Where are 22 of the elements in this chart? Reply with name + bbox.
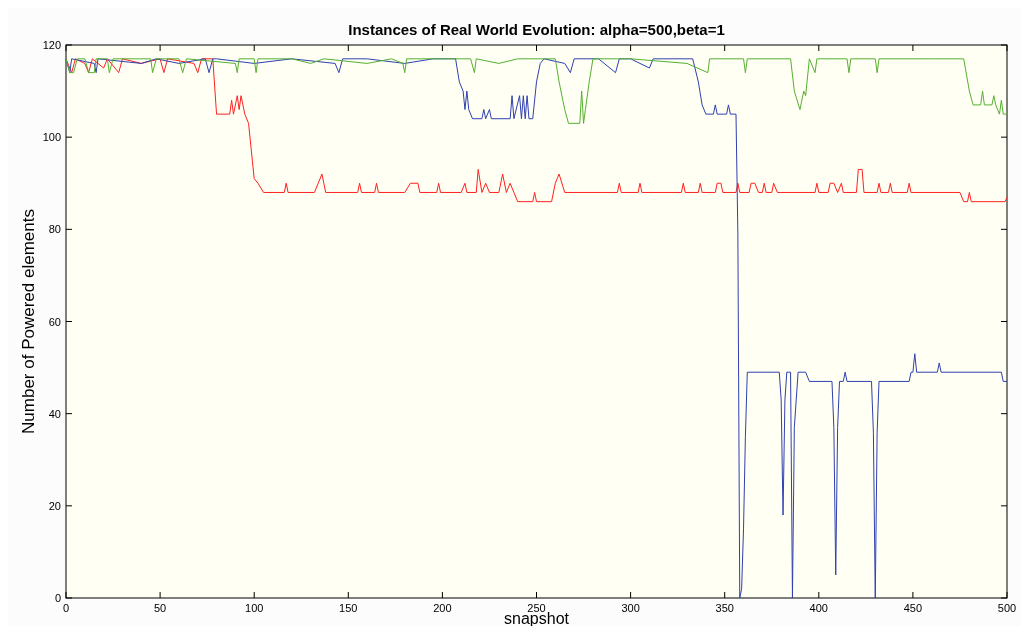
y-tick-label: 100 — [42, 131, 61, 144]
x-tick-label: 300 — [621, 602, 640, 614]
y-tick-label: 20 — [48, 499, 61, 512]
y-tick-label: 80 — [48, 223, 61, 236]
line-series — [65, 58, 1008, 203]
y-tick-label: 0 — [54, 592, 61, 604]
y-axis-title: Number of Powered elements — [19, 209, 38, 434]
line-series — [65, 58, 1008, 124]
x-tick-label: 450 — [903, 602, 923, 614]
y-tick-label: 60 — [48, 315, 61, 328]
x-tick-label: 150 — [339, 602, 358, 614]
x-tick-label: 400 — [809, 602, 828, 614]
chart-title: Instances of Real World Evolution: alpha=500,beta=1 — [348, 21, 725, 38]
x-tick-label: 250 — [527, 602, 546, 614]
x-tick-label: 50 — [153, 602, 167, 614]
x-tick-label: 350 — [715, 602, 734, 614]
x-tick-label: 200 — [433, 602, 452, 614]
x-tick-label: 100 — [245, 602, 264, 614]
x-tick-label: 500 — [997, 602, 1017, 614]
y-tick-label: 120 — [42, 39, 61, 51]
y-tick-label: 40 — [48, 407, 61, 420]
x-tick-label: 0 — [62, 602, 70, 614]
